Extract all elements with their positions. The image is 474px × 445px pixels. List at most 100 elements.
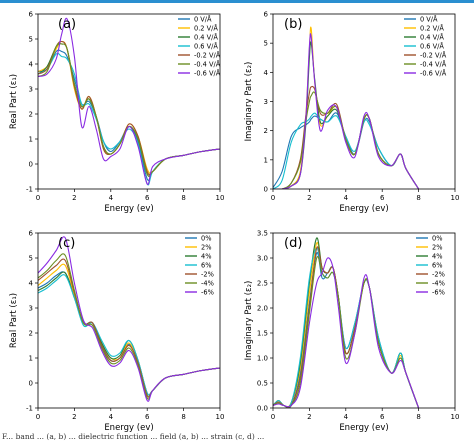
x-tick-label: 4 bbox=[344, 194, 349, 202]
y-tick-label: 2 bbox=[29, 111, 33, 119]
plot-frame bbox=[37, 232, 221, 409]
y-tick-label: 4 bbox=[264, 69, 269, 77]
legend-entry: 0.4 V/Å bbox=[420, 32, 444, 41]
x-tick-label: 8 bbox=[416, 194, 420, 202]
x-tick-label: 0 bbox=[271, 194, 275, 202]
y-tick-label: 6 bbox=[264, 11, 269, 19]
series-line bbox=[38, 40, 220, 176]
x-tick-label: 0 bbox=[36, 413, 40, 421]
y-tick-label: 1.5 bbox=[257, 330, 268, 338]
y-tick-label: 4 bbox=[29, 280, 34, 288]
series-line bbox=[273, 26, 420, 189]
y-tick-label: 3 bbox=[29, 305, 33, 313]
y-tick-label: 0 bbox=[264, 186, 268, 194]
plot-frame bbox=[37, 13, 221, 190]
plot-frame bbox=[272, 232, 456, 409]
y-tick-label: 0.0 bbox=[257, 405, 268, 413]
series-line bbox=[38, 42, 220, 177]
series-group bbox=[273, 26, 420, 189]
x-tick-label: 4 bbox=[109, 413, 114, 421]
y-axis-label: Real Part (ε₁) bbox=[9, 74, 19, 129]
panel-d: 0 2 4 6 8 10 0.0 0.5 1.0 1.5 2.0 2.5 3.0 3.5 Energy (e… bbox=[244, 230, 459, 433]
y-tick-label: 3.5 bbox=[257, 230, 268, 238]
top-accent-bar bbox=[0, 0, 474, 3]
legend-entry: -0.2 V/Å bbox=[194, 50, 221, 59]
series-line bbox=[273, 247, 420, 408]
x-tick-label: 0 bbox=[271, 413, 275, 421]
series-group bbox=[38, 236, 220, 402]
x-tick-label: 2 bbox=[307, 194, 311, 202]
legend-entry: 0.2 V/Å bbox=[420, 23, 444, 32]
legend-entry: 0.4 V/Å bbox=[194, 32, 218, 41]
x-axis-label: Energy (ev) bbox=[104, 204, 153, 214]
series-line bbox=[38, 258, 220, 398]
series-line bbox=[273, 246, 420, 408]
series-line bbox=[273, 242, 420, 408]
y-tick-label: 2 bbox=[264, 127, 268, 135]
legend-entry: -0.6 V/Å bbox=[194, 68, 221, 77]
x-tick-label: 8 bbox=[181, 413, 185, 421]
x-tick-label: 10 bbox=[451, 413, 460, 421]
series-line bbox=[38, 271, 220, 398]
legend-entry: -6% bbox=[201, 288, 214, 296]
series-line bbox=[273, 256, 420, 408]
series-line bbox=[38, 274, 220, 396]
x-tick-label: 2 bbox=[72, 413, 76, 421]
x-tick-label: 10 bbox=[216, 194, 225, 202]
y-tick-label: 3 bbox=[29, 86, 33, 94]
legend-entry: 0% bbox=[201, 234, 211, 242]
legend-entry: 4% bbox=[432, 252, 442, 260]
panel-label: (c) bbox=[58, 236, 75, 251]
y-axis-label: Imaginary Part (ε₂) bbox=[244, 281, 254, 361]
y-tick-label: 5 bbox=[29, 36, 33, 44]
x-tick-label: 8 bbox=[416, 413, 420, 421]
y-tick-label: 2.0 bbox=[257, 305, 268, 313]
legend-entry: -0.4 V/Å bbox=[420, 59, 447, 68]
y-axis-label: Imaginary Part (ε₂) bbox=[244, 62, 254, 142]
x-tick-label: 6 bbox=[145, 413, 150, 421]
y-tick-label: -1 bbox=[26, 405, 33, 413]
y-tick-label: 0 bbox=[29, 380, 33, 388]
x-tick-label: 6 bbox=[380, 194, 385, 202]
x-axis-label: Energy (ev) bbox=[104, 423, 153, 432]
x-axis-label: Energy (ev) bbox=[339, 204, 388, 214]
panel-b: 0 2 4 6 8 10 0 1 2 3 4 5 6 Energy (ev) Imaginary Part … bbox=[244, 11, 459, 215]
series-line bbox=[38, 263, 220, 398]
y-tick-label: 6 bbox=[29, 11, 34, 19]
x-tick-label: 4 bbox=[344, 413, 349, 421]
x-tick-label: 6 bbox=[145, 194, 150, 202]
y-tick-label: 4 bbox=[29, 61, 34, 69]
legend-entry: 2% bbox=[201, 243, 211, 251]
y-tick-label: 2.5 bbox=[257, 280, 268, 288]
y-tick-label: 0 bbox=[29, 161, 33, 169]
series-line bbox=[38, 43, 220, 177]
series-line bbox=[38, 49, 220, 181]
y-tick-label: 2 bbox=[29, 330, 33, 338]
legend-entry: -0.6 V/Å bbox=[420, 68, 447, 77]
y-tick-label: 1 bbox=[264, 156, 268, 164]
legend-entry: -6% bbox=[432, 288, 445, 296]
y-tick-label: 5 bbox=[29, 255, 33, 263]
legend-entry: 4% bbox=[201, 252, 211, 260]
y-tick-label: 3 bbox=[264, 98, 268, 106]
legend-entry: -2% bbox=[432, 270, 445, 278]
legend-entry: 0.2 V/Å bbox=[194, 23, 218, 32]
panel-label: (b) bbox=[284, 17, 302, 32]
x-tick-label: 4 bbox=[109, 194, 114, 202]
series-line bbox=[38, 17, 220, 185]
y-axis-label: Real Part (ε₁) bbox=[9, 293, 19, 348]
legend-entry: 0.6 V/Å bbox=[194, 41, 218, 50]
y-tick-label: 1 bbox=[29, 136, 33, 144]
y-tick-label: 1.0 bbox=[257, 355, 268, 363]
figure-caption: F... band ... (a, b) ... dielectric func… bbox=[2, 432, 265, 441]
legend-entry: -2% bbox=[201, 270, 214, 278]
series-line bbox=[273, 33, 420, 189]
x-tick-label: 10 bbox=[216, 413, 225, 421]
panel-label: (d) bbox=[284, 236, 302, 251]
legend-entry: 6% bbox=[201, 261, 211, 269]
legend-entry: -4% bbox=[432, 279, 445, 287]
x-axis-label: Energy (ev) bbox=[339, 423, 388, 432]
legend-entry: 0 V/Å bbox=[420, 14, 438, 23]
